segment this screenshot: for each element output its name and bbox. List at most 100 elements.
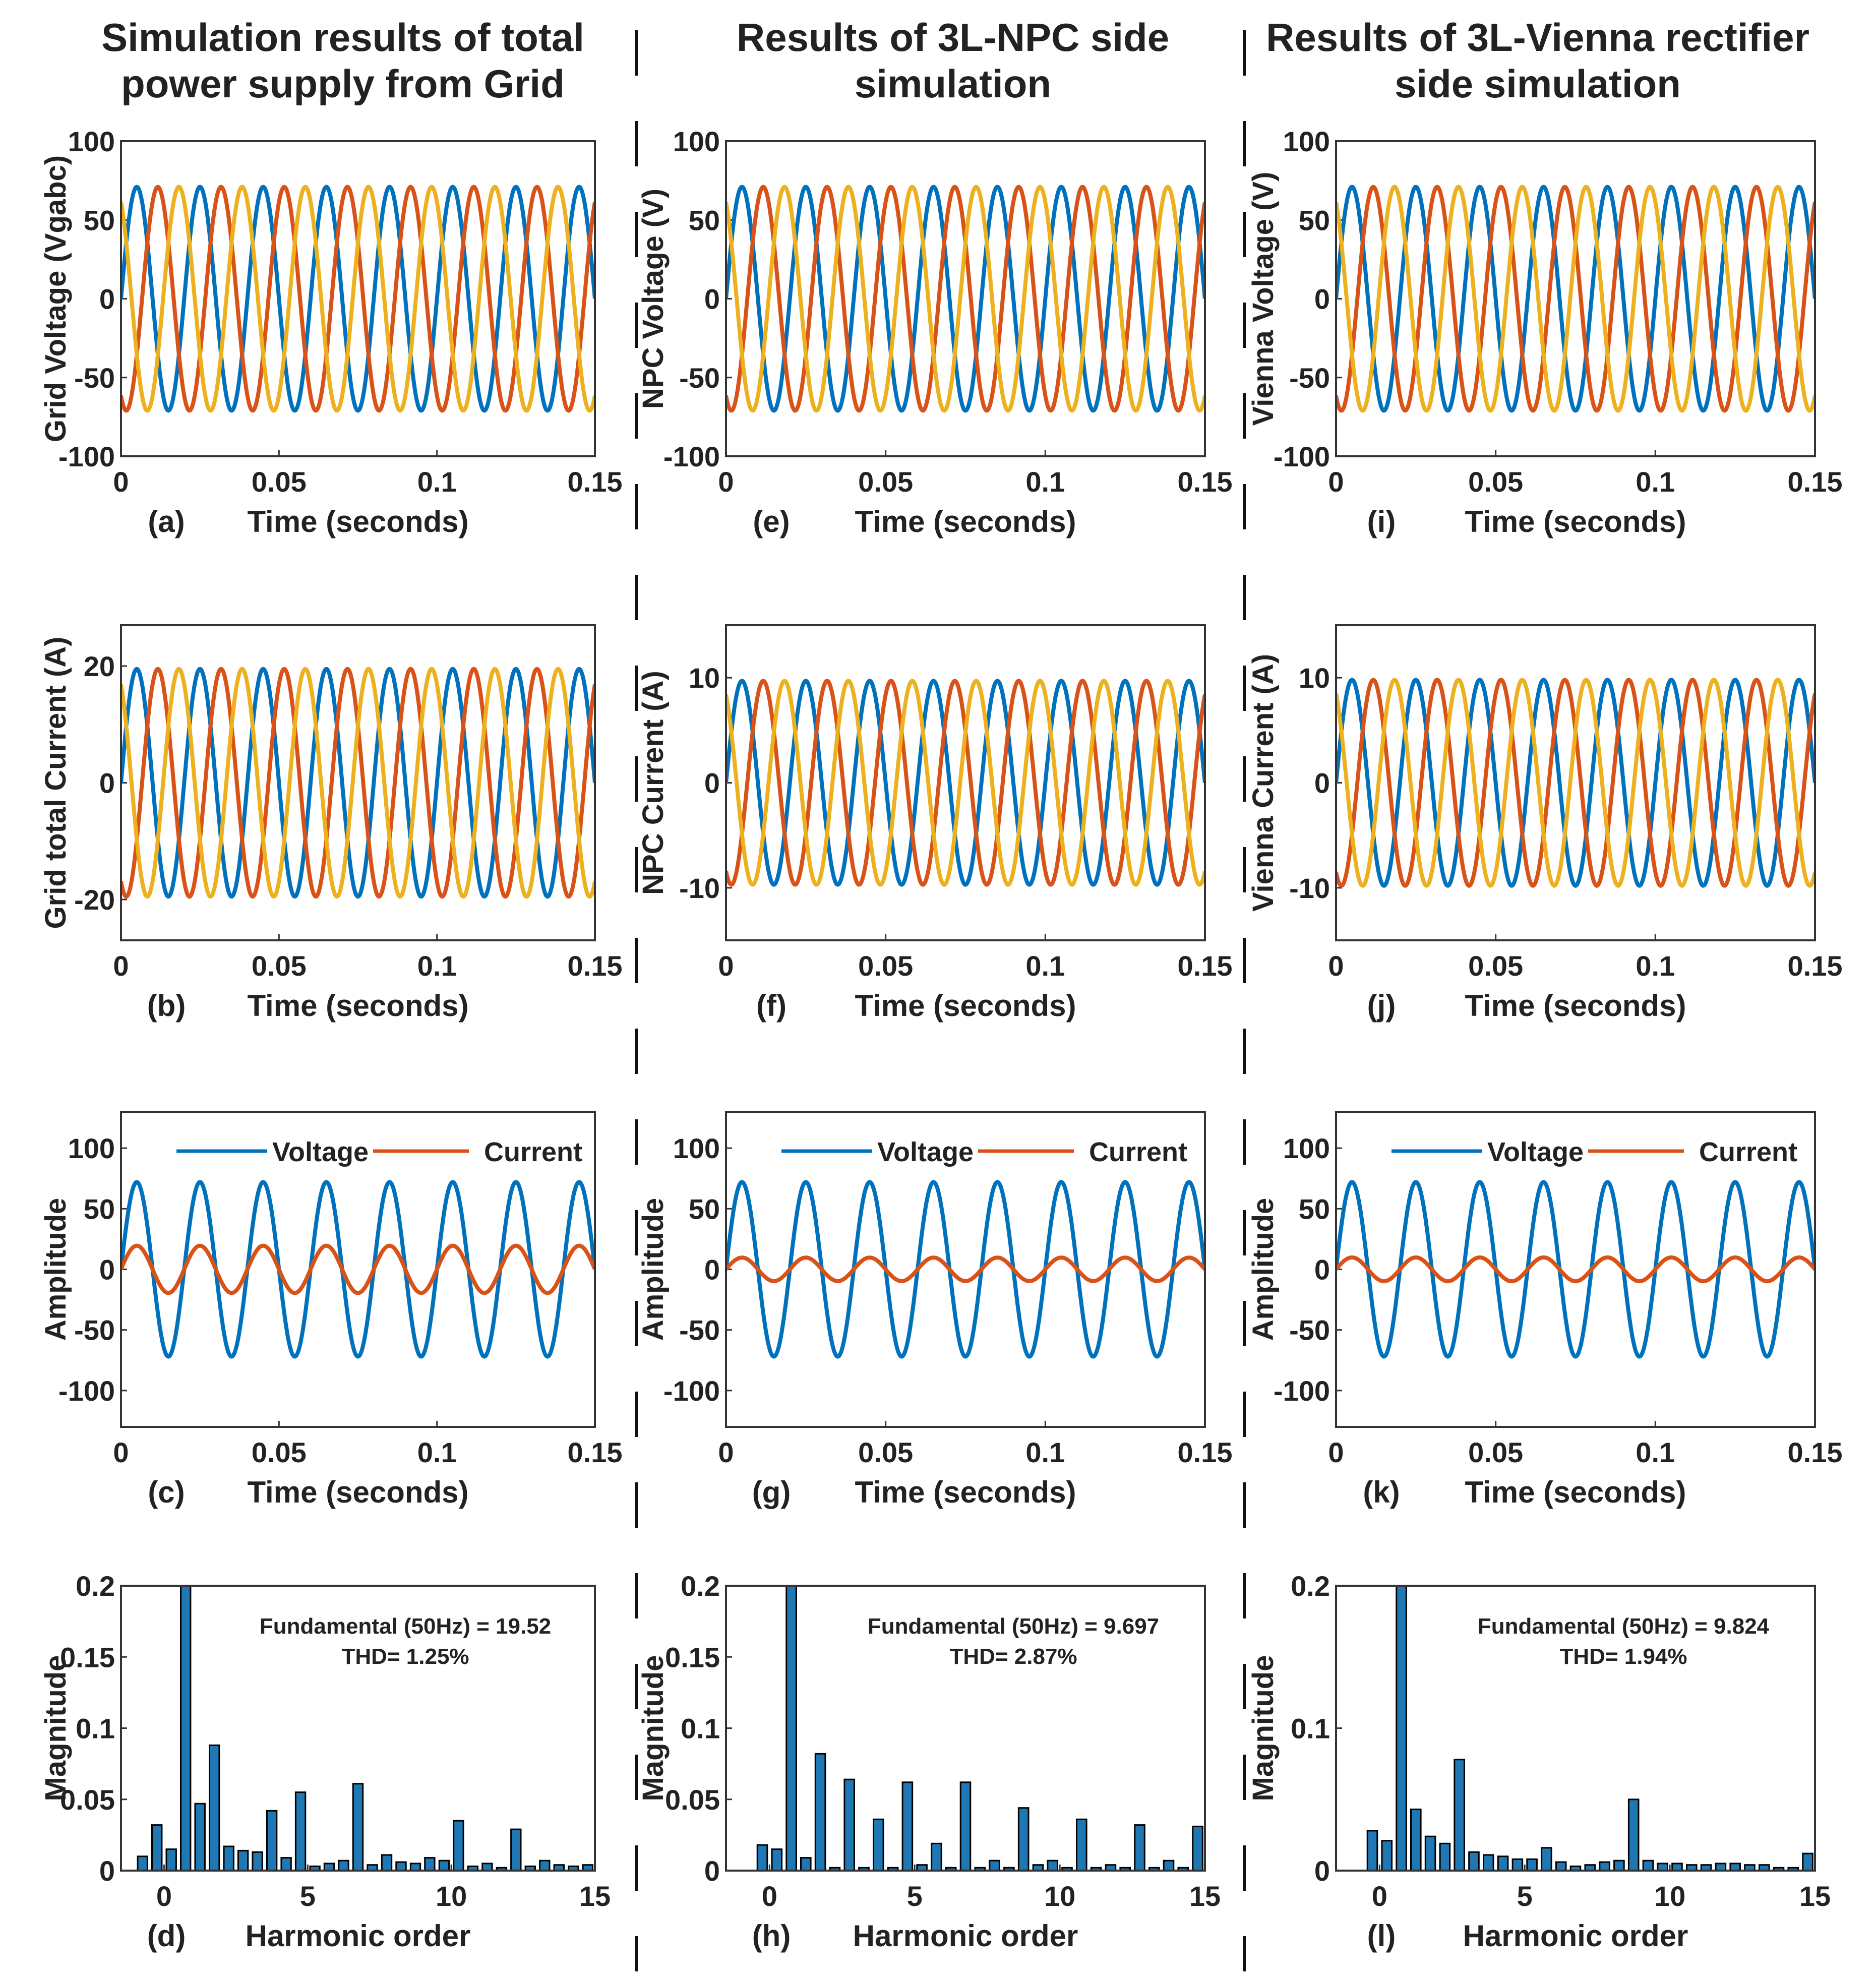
x-tick-label: 0.1 [1025,1436,1065,1468]
series-line-current [121,1243,595,1295]
harmonic-bar [438,1860,450,1872]
plot-frame [725,1111,1206,1428]
plot-frame [120,1585,596,1872]
harmonic-bar [1396,1585,1407,1872]
harmonic-bar [1439,1842,1451,1872]
legend-voltage-label: Voltage [1487,1137,1584,1167]
x-tick-label: 0.15 [568,1436,623,1468]
x-axis-label: Time (seconds) [247,505,468,538]
harmonic-bar [989,1860,1000,1872]
harmonic-bar [1671,1863,1683,1872]
x-tick-label: 0 [762,1880,777,1912]
y-axis-label: Vienna Voltage (V) [1247,172,1280,426]
harmonic-bar [453,1820,464,1872]
x-axis-label: Time (seconds) [1465,505,1686,538]
x-tick-label: 15 [1799,1880,1831,1912]
x-tick-label: 0.15 [1788,1436,1843,1468]
y-tick-label: 0 [704,767,720,799]
harmonic-bar [843,1778,856,1872]
panel-label: (e) [753,505,790,538]
harmonic-bar [381,1854,393,1872]
y-axis-label: Amplitude [39,1198,72,1341]
y-tick-label: 0.15 [665,1641,720,1673]
plot-frame [1335,1585,1816,1872]
harmonic-bar [901,1781,914,1872]
y-axis-label: Amplitude [637,1198,670,1341]
x-tick-label: 15 [579,1880,611,1912]
y-axis-label: Magnitude [637,1655,670,1802]
series-line-phase-a [726,679,1205,887]
y-axis-label: Magnitude [1247,1655,1280,1802]
x-tick-label: 0 [113,1436,129,1468]
series-line-phase-a [1336,678,1815,888]
y-tick-label: 50 [84,1193,115,1225]
x-tick-label: 0 [1328,1436,1344,1468]
column-title-npc: Results of 3L-NPC side simulation [736,15,1170,106]
plot-frame [725,624,1206,941]
x-tick-label: 0.1 [417,466,457,498]
x-tick-label: 5 [907,1880,923,1912]
harmonic-bar [1657,1863,1668,1872]
y-tick-label: 50 [689,1193,720,1225]
x-tick-label: 0.05 [858,950,913,982]
x-tick-label: 0 [1328,466,1344,498]
harmonic-bar [1381,1840,1393,1872]
y-tick-label: 0 [99,767,115,799]
plot-frame [120,1111,596,1428]
harmonic-bar [1483,1854,1494,1872]
y-tick-label: 0 [704,1855,720,1887]
harmonic-bar [352,1783,364,1872]
harmonic-bar [1424,1835,1436,1872]
x-tick-label: 0 [1328,950,1344,982]
panel-label: (h) [752,1919,791,1953]
y-tick-label: -100 [58,1375,115,1407]
x-tick-label: 10 [436,1880,467,1912]
legend-current-label: Current [484,1137,582,1167]
y-tick-label: 0.05 [60,1784,115,1816]
harmonic-bar [338,1860,349,1872]
y-tick-label: 100 [68,126,115,157]
column-title-grid: Simulation results of total power supply… [101,15,584,106]
y-tick-label: 0 [1314,283,1330,315]
harmonic-bar [959,1781,972,1872]
x-axis-label: Time (seconds) [855,989,1076,1023]
panel-label: (i) [1367,505,1396,538]
harmonic-bar [180,1585,192,1872]
y-tick-label: -20 [74,884,115,916]
harmonic-bar [481,1863,493,1872]
harmonic-bar [1366,1830,1378,1872]
legend-current-label: Current [1699,1137,1797,1167]
y-axis-label: Grid Voltage (Vgabc) [39,155,72,442]
panel-label: (k) [1363,1475,1400,1509]
legend-current-label: Current [1089,1137,1187,1167]
harmonic-bar [1047,1860,1058,1872]
x-tick-label: 5 [1517,1880,1533,1912]
y-tick-label: 100 [1283,1132,1330,1164]
harmonic-bar [1192,1825,1203,1872]
y-tick-label: 50 [1299,204,1330,236]
x-tick-label: 0.05 [1468,1436,1523,1468]
y-tick-label: -10 [679,872,720,904]
y-tick-label: 0.2 [681,1570,720,1602]
series-line-phase-c [1336,185,1815,413]
y-axis-label: Vienna Current (A) [1247,654,1280,912]
y-tick-label: 0.2 [76,1570,115,1602]
harmonic-bar [1134,1824,1145,1872]
x-tick-label: 0.1 [1636,950,1675,982]
y-tick-label: 0 [704,283,720,315]
y-axis-label: Magnitude [39,1655,72,1802]
x-tick-label: 0.05 [1468,950,1523,982]
x-tick-label: 0.1 [1636,466,1675,498]
panel-label: (c) [148,1475,185,1509]
x-tick-label: 0.15 [568,466,623,498]
x-axis-label: Harmonic order [1463,1919,1688,1953]
legend-voltage-label: Voltage [877,1137,974,1167]
harmonic-bar [1555,1861,1567,1872]
y-tick-label: -50 [679,1314,720,1346]
x-tick-label: 0.15 [1178,1436,1233,1468]
series-line-voltage [121,1180,595,1359]
x-tick-label: 5 [300,1880,316,1912]
x-tick-label: 0.05 [858,1436,913,1468]
x-axis-label: Time (seconds) [247,1475,468,1509]
